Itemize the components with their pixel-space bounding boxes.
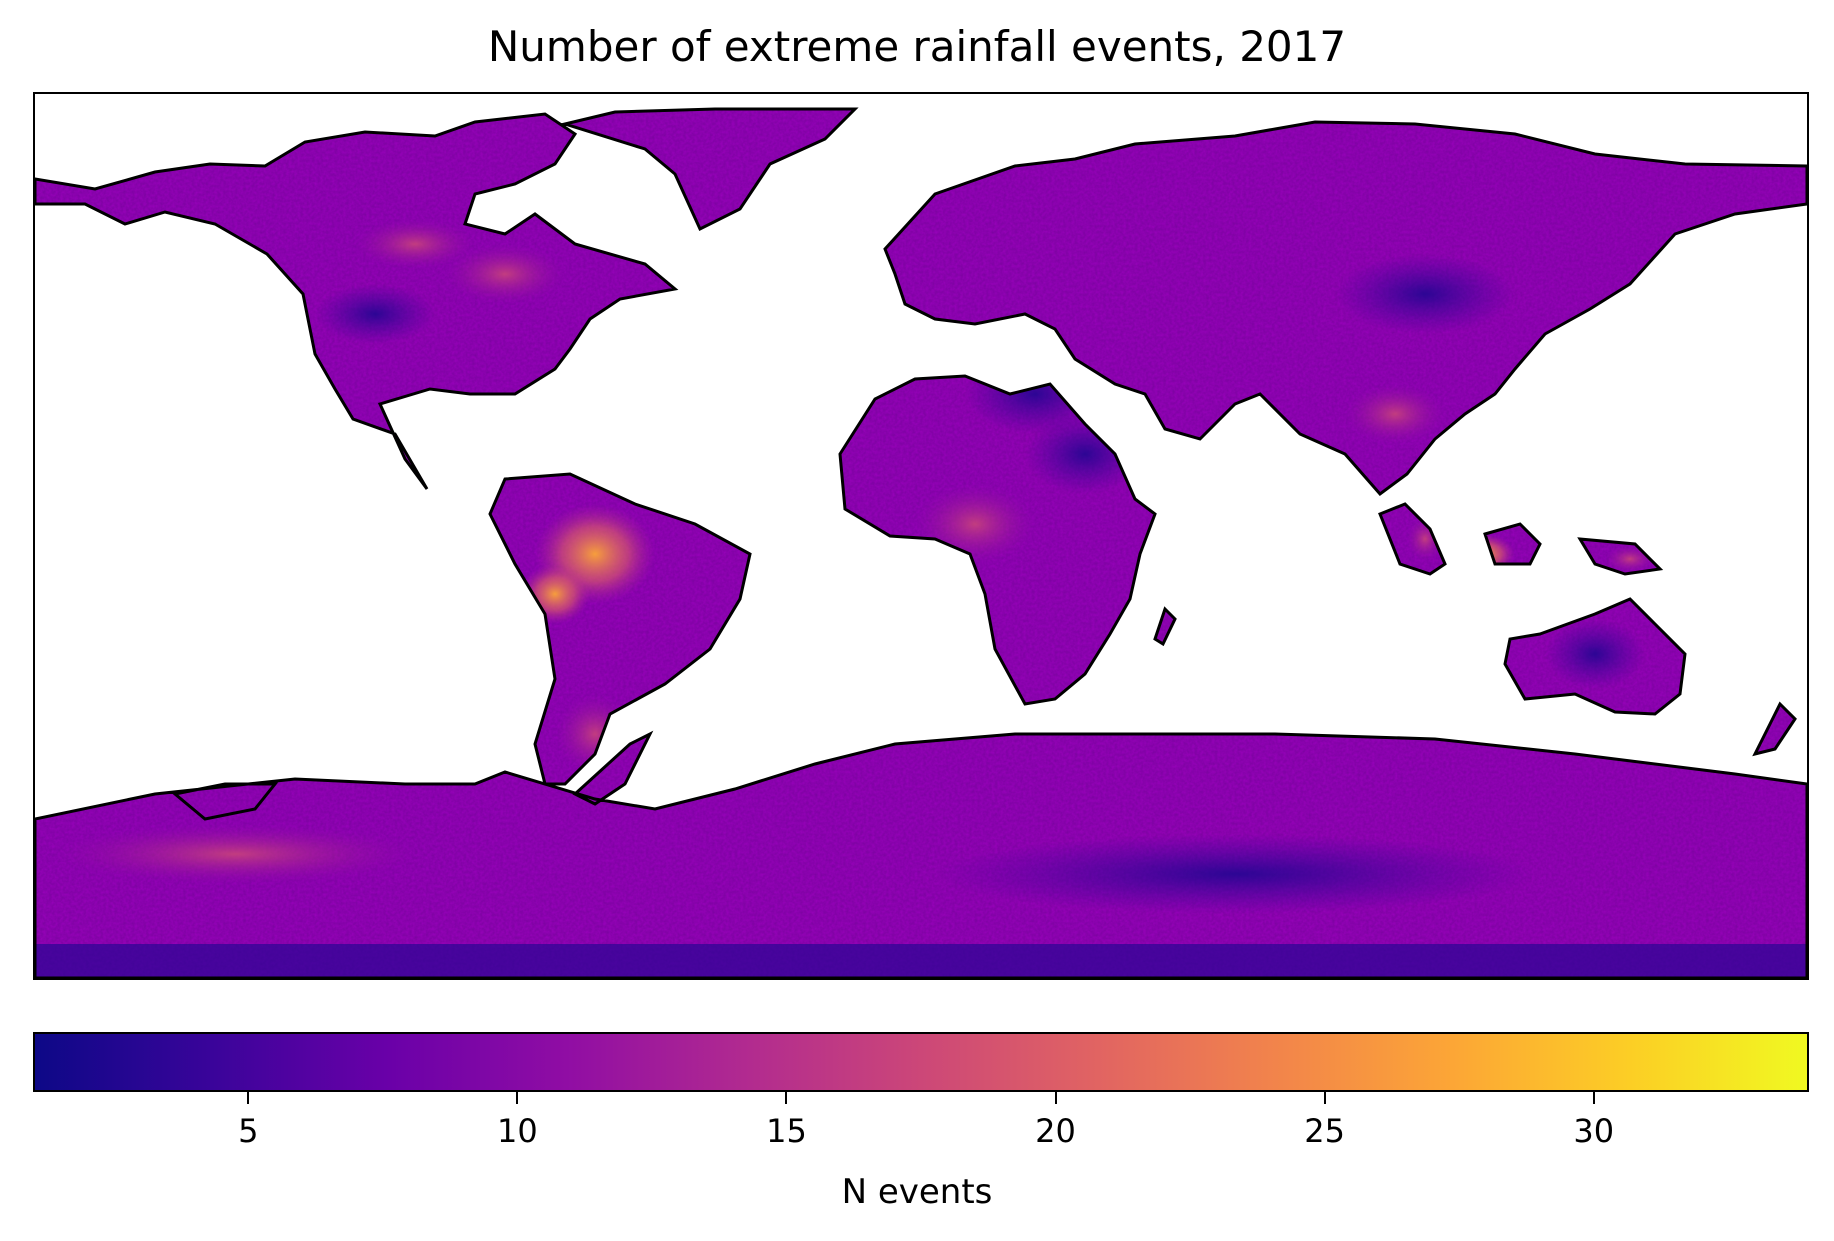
colorbar-tick-label: 15	[766, 1112, 807, 1150]
colorbar-tick-label: 10	[497, 1112, 538, 1150]
colorbar-tick-mark	[1054, 1092, 1057, 1104]
map-svg	[35, 107, 1807, 978]
rainfall-field	[35, 109, 1807, 978]
colorbar-tick-mark	[516, 1092, 519, 1104]
colorbar-tick-mark	[1323, 1092, 1326, 1104]
colorbar-tick-label: 25	[1304, 1112, 1345, 1150]
colorbar-tick-label: 30	[1573, 1112, 1615, 1150]
colorbar-tick-mark	[785, 1092, 788, 1104]
colorbar	[33, 1032, 1809, 1092]
world-map[interactable]	[33, 92, 1809, 980]
colorbar-tick-mark	[247, 1092, 250, 1104]
map-title: Number of extreme rainfall events, 2017	[487, 22, 1347, 71]
colorbar-tick-label: 20	[1035, 1112, 1076, 1150]
colorbar-tick-mark	[1592, 1092, 1595, 1104]
colorbar-label: N events	[841, 1172, 993, 1212]
colorbar-tick-label: 5	[238, 1112, 259, 1150]
